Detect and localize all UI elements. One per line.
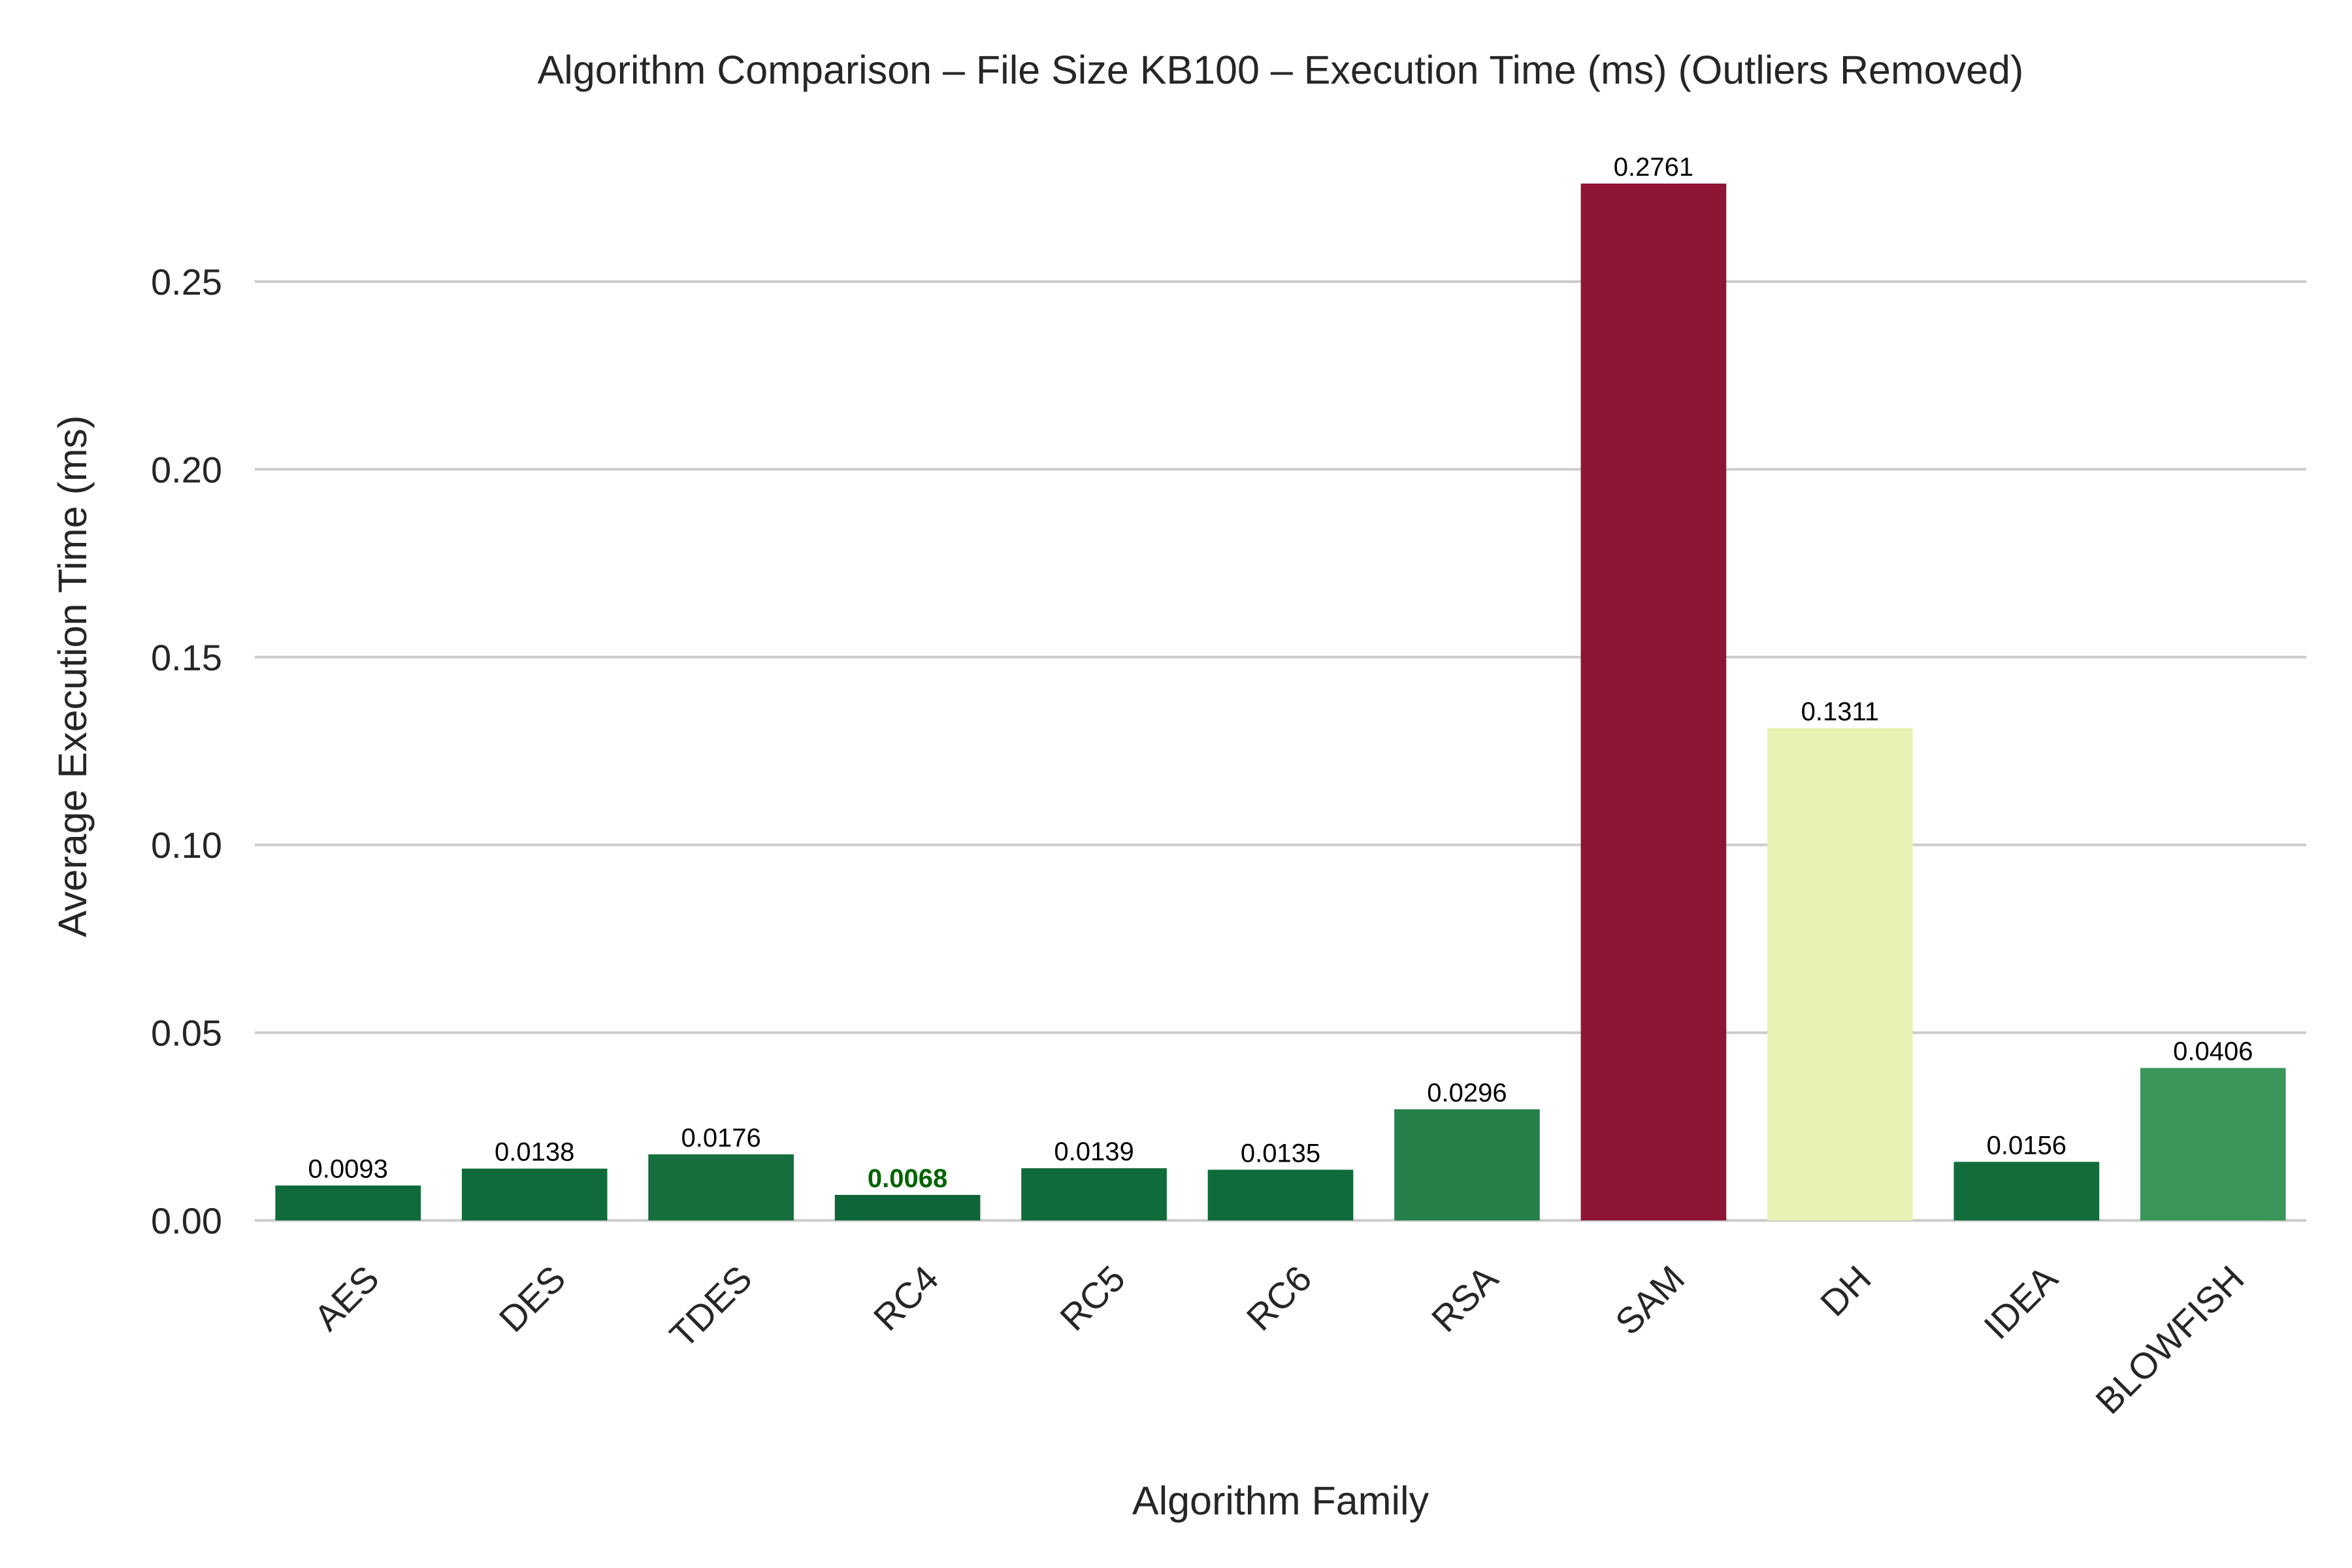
bar-dh [1767,728,1913,1220]
x-axis-ticks: AES DES TDES RC4 RC5 RC6 RSA SAM DH IDEA BLOWFISH [306,1257,2251,1422]
x-tick-label: DH [1812,1258,1879,1324]
bar-rc5 [1021,1168,1167,1220]
x-axis-label: Algorithm Family [1132,1478,1429,1523]
bar-rc4 [834,1194,981,1220]
x-tick-label: IDEA [1976,1257,2065,1347]
x-tick-label: BLOWFISH [2087,1258,2251,1422]
data-label: 0.0176 [681,1124,760,1152]
y-tick-label: 0.00 [151,1200,222,1241]
bar-idea [1953,1162,2100,1220]
x-tick-label: RSA [1424,1257,1506,1339]
y-tick-label: 0.05 [151,1013,222,1054]
data-label: 0.1311 [1801,697,1879,726]
y-tick-label: 0.20 [151,449,222,490]
bar-des [461,1168,608,1220]
data-label: 0.0135 [1241,1139,1320,1168]
data-label: 0.0093 [308,1155,388,1184]
data-label: 0.0139 [1054,1137,1134,1166]
x-tick-label: RC6 [1239,1258,1320,1339]
x-tick-label: RC4 [866,1258,947,1339]
bar-tdes [648,1154,794,1220]
chart-title: Algorithm Comparison – File Size KB100 –… [538,48,2024,92]
data-label: 0.0156 [1987,1131,2066,1160]
y-tick-label: 0.25 [151,261,222,302]
bar-sam [1580,183,1727,1221]
data-label: 0.0406 [2173,1037,2253,1066]
data-label: 0.0138 [495,1138,574,1167]
bar-rsa [1394,1109,1540,1220]
y-tick-label: 0.10 [151,825,222,866]
bar-rc6 [1207,1169,1354,1220]
x-tick-label: RC5 [1052,1258,1133,1339]
data-label: 0.2761 [1614,153,1693,182]
x-tick-label: SAM [1607,1258,1692,1343]
bars [275,183,2286,1221]
data-label: 0.0068 [868,1164,947,1193]
data-label: 0.0296 [1427,1079,1507,1107]
gridlines [255,280,2306,1222]
bar-aes [275,1185,421,1220]
x-tick-label: DES [491,1258,574,1340]
data-labels: 0.0093 0.0138 0.0176 0.0068 0.0139 0.0135 0.02… [308,153,2253,1193]
y-axis-label: Average Execution Time (ms) [50,416,95,938]
y-axis-ticks: 0.00 0.05 0.10 0.15 0.20 0.25 [151,261,222,1241]
x-tick-label: TDES [662,1258,760,1356]
y-tick-label: 0.15 [151,637,222,678]
bar-blowfish [2140,1068,2286,1220]
x-tick-label: AES [306,1258,387,1339]
